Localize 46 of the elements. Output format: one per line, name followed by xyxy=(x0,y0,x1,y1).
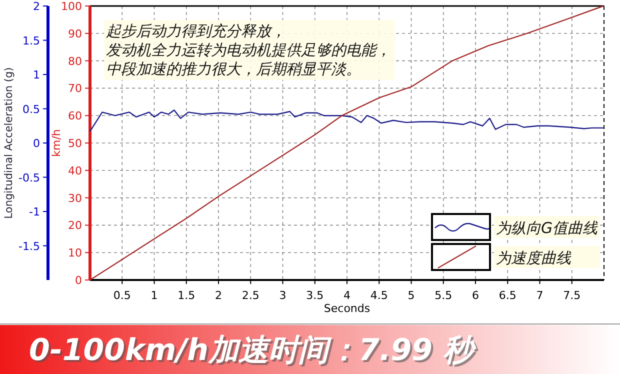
x-tick-label: 7.5 xyxy=(563,289,581,302)
line-series xyxy=(89,5,604,281)
x-tick-label: 1.5 xyxy=(178,289,196,302)
line-series xyxy=(89,110,604,132)
x-axis-title: Seconds xyxy=(324,302,370,315)
annotation: 起步后动力得到充分释放， xyxy=(106,22,286,40)
y2-axis-title: Longitudinal Acceleration (g) xyxy=(3,67,15,219)
x-tick-label: 3 xyxy=(279,289,286,302)
y-axis-title: km/h xyxy=(50,129,63,157)
x-tick-label: 5.5 xyxy=(434,289,452,302)
y-tick-label: 80 xyxy=(68,54,82,68)
x-tick-label: 2.5 xyxy=(242,289,260,302)
text: 0-100km/h加速时间：7.99 秒 xyxy=(29,333,477,368)
x-tick-label: 6 xyxy=(472,289,479,302)
x-tick-label: 6.5 xyxy=(498,289,516,302)
legend-label: 为速度曲线 xyxy=(496,249,572,267)
y-tick-label: 0 xyxy=(75,274,82,287)
y-tick-label: 60 xyxy=(68,110,82,123)
y2-tick-label: -0.5 xyxy=(18,171,40,184)
y-tick-label: 50 xyxy=(68,137,82,150)
y-tick-label: 30 xyxy=(68,192,82,205)
x-tick-label: 7 xyxy=(536,289,544,302)
x-tick-label: 3.5 xyxy=(306,289,324,302)
y2-tick-label: 0.5 xyxy=(22,102,40,116)
x-tick-label: 4 xyxy=(344,289,350,302)
annotation: 发动机全力运转为电动机提供足够的电能， xyxy=(106,41,391,59)
y2-tick-label: -1.5 xyxy=(18,240,40,253)
y2-tick-label: 1.5 xyxy=(22,34,40,48)
y2-tick-label: 1 xyxy=(33,68,40,82)
y-tick-label: 20 xyxy=(68,219,82,232)
y-tick-label: 100 xyxy=(61,0,82,13)
x-tick-label: 0.5 xyxy=(113,289,131,302)
y2-tick-label: 0 xyxy=(33,137,40,150)
x-tick-label: 4.5 xyxy=(370,289,388,302)
x-tick-label: 1 xyxy=(150,289,158,302)
y2-tick-label: 2 xyxy=(33,0,40,13)
note: 起步后动力得到充分释放， 发动机全力运转为电动机提供足够的电能， 中段加速的推力很大，后期稍显平淡。 xyxy=(104,20,395,80)
y-tick-label: 10 xyxy=(68,246,82,260)
x-tick-label: 2 xyxy=(215,289,222,302)
y2-tick-label: -1 xyxy=(29,206,40,218)
y-tick-label: 70 xyxy=(68,82,82,96)
legend-label: 为纵向G值曲线 xyxy=(496,219,599,237)
y-tick-label: 40 xyxy=(68,164,82,178)
annotation: 中段加速的推力很大，后期稍显平淡。 xyxy=(106,60,361,78)
y-tick-label: 90 xyxy=(68,27,82,40)
x-tick-label: 5 xyxy=(408,289,415,302)
